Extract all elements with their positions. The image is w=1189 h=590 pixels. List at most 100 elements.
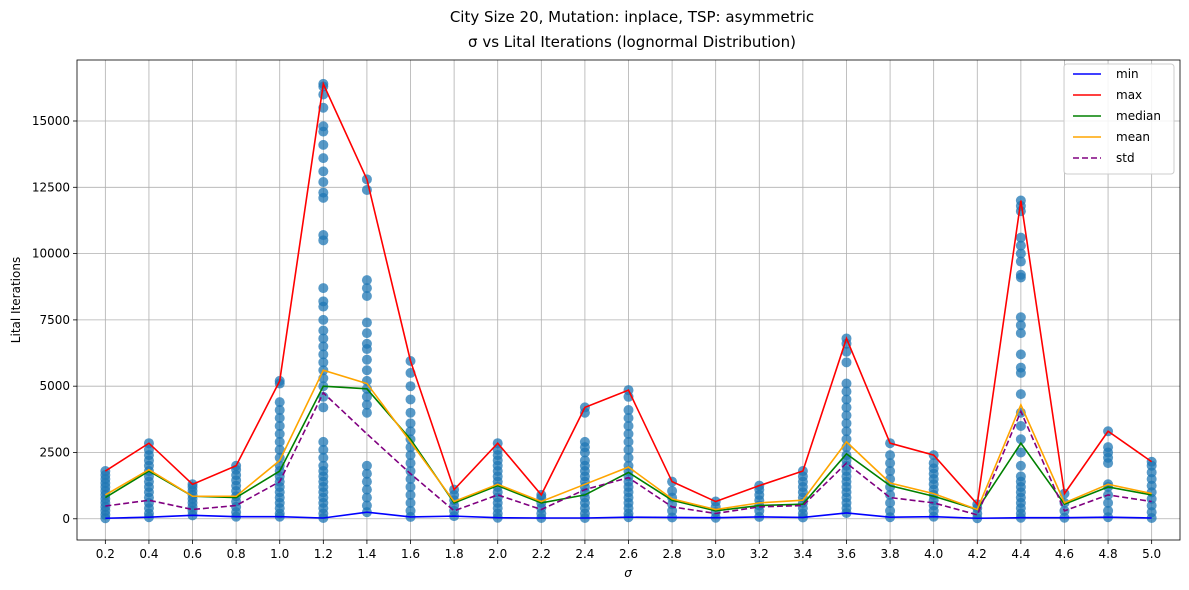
scatter-point	[841, 426, 852, 437]
scatter-point	[1015, 434, 1026, 445]
y-tick-label: 15000	[32, 114, 70, 128]
y-tick-label: 5000	[39, 379, 70, 393]
scatter-point	[405, 458, 416, 469]
scatter-point	[361, 338, 372, 349]
scatter-point	[623, 405, 634, 416]
scatter-point	[1103, 497, 1114, 508]
x-axis-label: σ	[624, 566, 632, 580]
x-tick-label: 0.6	[183, 547, 202, 561]
y-tick-label: 12500	[32, 180, 70, 194]
scatter-point	[623, 452, 634, 463]
scatter-point	[1015, 349, 1026, 360]
x-tick-label: 4.4	[1011, 547, 1030, 561]
scatter-point	[318, 153, 329, 164]
scatter-point	[274, 444, 285, 455]
scatter-point	[318, 325, 329, 336]
scatter-point	[1015, 240, 1026, 251]
scatter-point	[1015, 248, 1026, 259]
chart-title-line1: City Size 20, Mutation: inplace, TSP: as…	[450, 8, 814, 26]
scatter-point	[1015, 420, 1026, 431]
scatter-point	[405, 466, 416, 477]
scatter-point	[318, 166, 329, 177]
x-tick-label: 5.0	[1142, 547, 1161, 561]
x-tick-label: 1.4	[357, 547, 376, 561]
x-tick-label: 4.6	[1055, 547, 1074, 561]
scatter-point	[405, 407, 416, 418]
scatter-point	[318, 314, 329, 325]
scatter-point	[885, 497, 896, 508]
scatter-point	[361, 365, 372, 376]
x-tick-label: 4.2	[968, 547, 987, 561]
scatter-point	[318, 187, 329, 198]
scatter-point	[1015, 471, 1026, 482]
legend-label-mean: mean	[1116, 130, 1150, 144]
y-tick-label: 0	[62, 512, 70, 526]
scatter-point	[841, 402, 852, 413]
x-tick-label: 1.6	[401, 547, 420, 561]
x-tick-label: 0.8	[227, 547, 246, 561]
scatter-point	[361, 283, 372, 294]
scatter-point	[667, 485, 678, 496]
scatter-point	[579, 436, 590, 447]
scatter-point	[274, 405, 285, 416]
legend-label-max: max	[1116, 88, 1142, 102]
y-tick-label: 10000	[32, 247, 70, 261]
x-tick-label: 1.0	[270, 547, 289, 561]
scatter-point	[361, 460, 372, 471]
scatter-point	[885, 466, 896, 477]
series-line-std	[105, 391, 1152, 516]
scatter-point	[318, 444, 329, 455]
scatter-point	[623, 428, 634, 439]
scatter-point	[885, 450, 896, 461]
scatter-point	[274, 436, 285, 447]
scatter-point	[318, 230, 329, 241]
scatter-point	[318, 357, 329, 368]
scatter-point	[885, 505, 896, 516]
scatter-point	[405, 489, 416, 500]
scatter-point	[928, 458, 939, 469]
x-tick-label: 2.6	[619, 547, 638, 561]
legend-label-median: median	[1116, 109, 1161, 123]
series-lines	[104, 81, 1153, 520]
series-line-mean	[104, 369, 1152, 511]
scatter-point	[1103, 442, 1114, 453]
scatter-point	[1015, 362, 1026, 373]
series-line-max	[104, 81, 1153, 507]
x-axis-ticks: 0.2 0.4 0.6 0.8 1.0 1.2 1.4 1.6 1.8 2.0 2.2 2.4 2.6 2…	[96, 540, 1161, 561]
scatter-point	[1015, 269, 1026, 280]
scatter-point	[405, 497, 416, 508]
scatter-point	[361, 468, 372, 479]
x-tick-label: 4.8	[1099, 547, 1118, 561]
scatter-point	[361, 354, 372, 365]
chart-title-line2: σ vs Lital Iterations (lognormal Distrib…	[468, 33, 796, 51]
x-tick-label: 2.0	[488, 547, 507, 561]
scatter-point	[841, 346, 852, 357]
y-axis-label: Lital Iterations	[9, 257, 23, 343]
x-tick-label: 2.8	[663, 547, 682, 561]
scatter-point	[1015, 256, 1026, 267]
scatter-point	[361, 492, 372, 503]
series-line-min	[105, 511, 1152, 520]
scatter-point	[361, 476, 372, 487]
scatter-point	[623, 436, 634, 447]
scatter-point	[318, 176, 329, 187]
scatter-point	[361, 399, 372, 410]
scatter-point	[623, 413, 634, 424]
scatter-point	[1015, 389, 1026, 400]
legend: min max median mean std	[1063, 63, 1175, 175]
scatter-point	[405, 505, 416, 516]
scatter-point	[1015, 312, 1026, 323]
scatter-point	[841, 410, 852, 421]
x-tick-label: 2.4	[575, 547, 594, 561]
scatter-point	[841, 378, 852, 389]
scatter-points	[100, 78, 1157, 524]
x-tick-label: 3.2	[750, 547, 769, 561]
scatter-point	[405, 426, 416, 437]
scatter-point	[361, 291, 372, 302]
scatter-point	[405, 450, 416, 461]
scatter-point	[841, 418, 852, 429]
y-axis-ticks: 0 2500 5000 7500 10000 12500 15000	[32, 114, 77, 526]
scatter-point	[841, 386, 852, 397]
scatter-point	[361, 328, 372, 339]
